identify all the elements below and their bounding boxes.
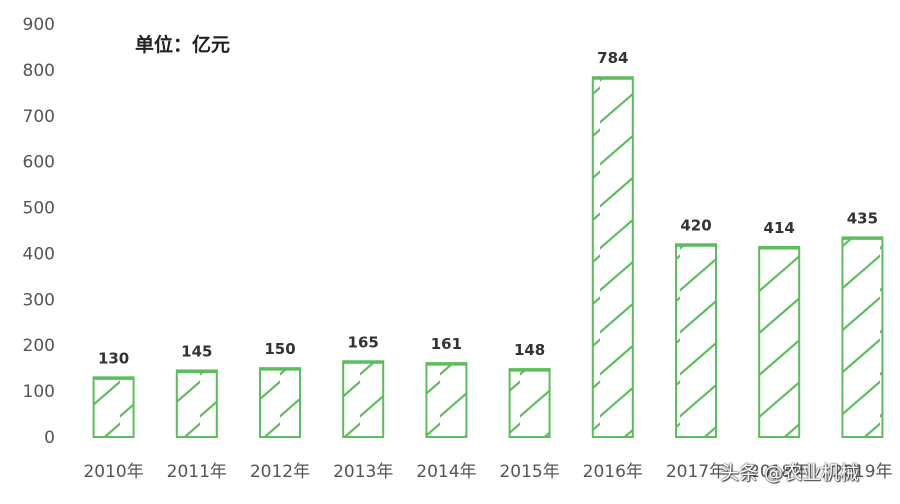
y-tick-label: 900 <box>23 15 55 35</box>
data-label: 145 <box>181 342 212 360</box>
data-label: 161 <box>431 335 462 353</box>
unit-label: 单位：亿元 <box>135 34 231 56</box>
bar-2018年 <box>758 246 801 438</box>
x-tick-label: 2015年 <box>499 462 559 482</box>
bar-2017年 <box>675 243 717 438</box>
x-tick-label: 2014年 <box>416 462 476 482</box>
y-tick-label: 600 <box>23 153 55 173</box>
y-tick-label: 500 <box>23 199 55 219</box>
data-label: 420 <box>680 216 711 234</box>
y-tick-label: 700 <box>23 107 55 127</box>
x-tick-label: 2019年 <box>832 462 892 482</box>
data-label: 165 <box>348 333 379 351</box>
y-tick-label: 400 <box>23 244 55 264</box>
bar-2015年 <box>508 368 551 438</box>
data-label: 435 <box>847 209 878 227</box>
x-tick-label: 2013年 <box>333 462 393 482</box>
y-tick-label: 800 <box>23 61 55 81</box>
x-tick-label: 2018年 <box>749 462 809 482</box>
y-tick-label: 0 <box>44 428 55 448</box>
data-label: 150 <box>264 340 295 358</box>
y-tick-label: 300 <box>23 290 55 310</box>
bar-2014年 <box>425 362 468 439</box>
x-tick-label: 2010年 <box>83 462 143 482</box>
x-tick-label: 2016年 <box>583 462 643 482</box>
y-tick-label: 100 <box>23 382 55 402</box>
data-label: 130 <box>98 349 129 367</box>
data-label: 784 <box>597 49 628 67</box>
data-label: 414 <box>764 219 795 237</box>
x-tick-label: 2011年 <box>167 462 227 482</box>
bar-2011年 <box>175 369 218 439</box>
x-tick-label: 2017年 <box>666 462 726 482</box>
x-tick-label: 2012年 <box>250 462 310 482</box>
bar-2019年 <box>841 236 884 438</box>
y-tick-label: 200 <box>23 336 55 356</box>
bar-2016年 <box>591 76 634 438</box>
bar-2013年 <box>342 360 385 438</box>
data-label: 148 <box>514 341 545 359</box>
watermark: 头条 @农业机械 <box>720 462 860 484</box>
bar-2010年 <box>92 376 135 439</box>
bar-2012年 <box>259 367 301 438</box>
